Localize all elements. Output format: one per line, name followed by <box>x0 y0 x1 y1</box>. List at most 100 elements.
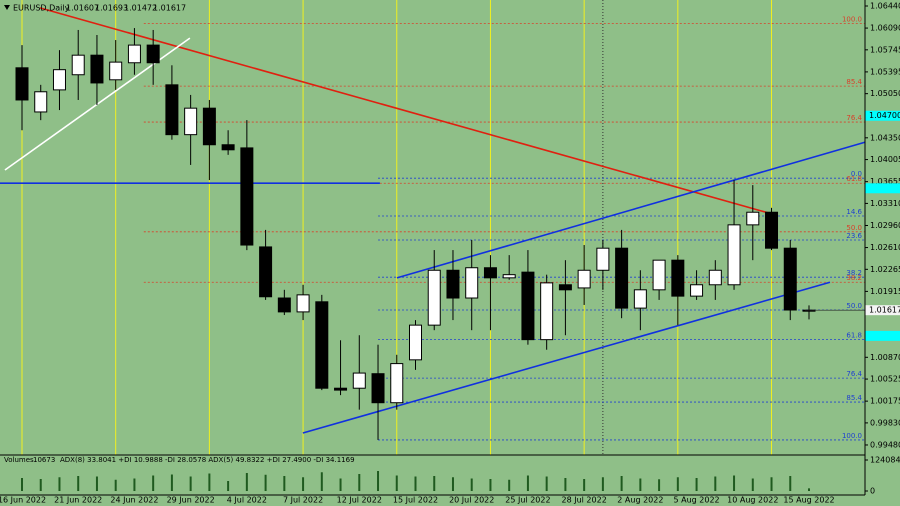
candle-body <box>296 294 310 313</box>
candle-body <box>483 267 497 279</box>
fib-label: 61.8 <box>846 332 862 340</box>
y-tick-label: 1.02960 <box>870 221 900 230</box>
fib-label: 14.6 <box>846 208 862 216</box>
candle-body <box>146 44 160 64</box>
y-tick-label: 1.05745 <box>870 45 900 54</box>
fib-label: 85.4 <box>846 394 862 402</box>
candle-body <box>615 247 629 309</box>
x-tick-label: 20 Jul 2022 <box>449 496 494 505</box>
candles <box>15 28 816 440</box>
candle-body <box>652 259 666 291</box>
x-tick-label: 25 Jul 2022 <box>505 496 550 505</box>
fib-label: 76.4 <box>846 370 862 378</box>
candle-body <box>465 267 479 299</box>
candle-body <box>15 67 29 101</box>
y-tick-label: 1.02265 <box>870 265 900 274</box>
fib-label: 76.4 <box>846 114 862 122</box>
y-tick-label: 1.04005 <box>870 155 900 164</box>
x-tick-label: 10 Aug 2022 <box>727 496 778 505</box>
header-open: 1.01607 <box>66 4 99 13</box>
candle-body <box>558 284 572 291</box>
candle-body <box>783 247 797 311</box>
candle-body <box>315 301 329 389</box>
indicator-header: Volumes 10673 ADX(8) 33.8041 +DI 10.9888… <box>4 456 355 464</box>
trendlines <box>0 7 866 434</box>
candle-body <box>127 44 141 64</box>
candle-body <box>446 269 460 299</box>
x-tick-label: 7 Jul 2022 <box>283 496 323 505</box>
price-axis: 1.06440 1.06090 1.05745 1.05395 1.05050 1.043… <box>805 1 900 449</box>
candle-body <box>109 61 123 81</box>
candle-body <box>240 147 254 246</box>
candle-body <box>90 54 104 84</box>
candle-body <box>765 211 779 249</box>
x-tick-label: 2 Aug 2022 <box>617 496 663 505</box>
price-marker-label: 1.04700 <box>869 111 900 120</box>
candle-body <box>708 269 722 286</box>
y-tick-label: 1.03655 <box>870 177 900 186</box>
fib-label: 23.6 <box>846 232 862 240</box>
candle-body <box>352 372 366 389</box>
candle-body <box>521 271 535 341</box>
candle-body <box>577 269 591 289</box>
y-tick-label: 1.00525 <box>870 375 900 384</box>
x-tick-label: 24 Jun 2022 <box>110 496 158 505</box>
fib-label: 61.8 <box>846 175 862 183</box>
candle-body <box>277 297 291 313</box>
price-marker <box>865 183 900 194</box>
trendline <box>396 141 866 279</box>
candle-body <box>259 246 273 298</box>
y-tick-label: 1.06090 <box>870 24 900 33</box>
x-tick-label: 5 Aug 2022 <box>673 496 719 505</box>
y-tick-label: 1.02610 <box>870 243 900 252</box>
x-tick-label: 4 Jul 2022 <box>227 496 267 505</box>
y-tick-label: 1.00870 <box>870 353 900 362</box>
symbol: EURUSD,Daily <box>13 4 70 13</box>
current-price-box <box>865 305 900 316</box>
trendline <box>39 7 776 216</box>
volume-last: 10673 <box>33 456 55 464</box>
candle-body <box>727 224 741 286</box>
candle-body <box>671 259 685 297</box>
header-high: 1.01693 <box>95 4 128 13</box>
header-low: 1.01472 <box>124 4 157 13</box>
candle-body <box>596 247 610 271</box>
fib-label: 100.0 <box>842 16 862 24</box>
candle-body <box>409 324 422 361</box>
fib-label: 50.0 <box>846 224 862 232</box>
x-tick-label: 21 Jun 2022 <box>54 496 102 505</box>
candle-body <box>540 282 554 341</box>
volume-tick-label: 0 <box>870 487 875 496</box>
volume-panel: 0 124084 <box>21 456 900 496</box>
candle-body <box>334 387 348 391</box>
volume-label: Volumes <box>4 456 34 464</box>
x-tick-label: 16 Jun 2022 <box>0 496 46 505</box>
fib-label: 85.4 <box>846 78 862 86</box>
fib-label: 100.0 <box>842 432 862 440</box>
candle-body <box>427 269 441 326</box>
indicator-text: ADX(8) 33.8041 +DI 10.9888 -DI 28.0578 A… <box>60 456 355 464</box>
candle-body <box>390 363 404 404</box>
fib-label: 0.0 <box>851 170 862 178</box>
candle-body <box>502 274 516 279</box>
y-tick-label: 0.99830 <box>870 418 900 427</box>
y-tick-label: 1.03310 <box>870 199 900 208</box>
header-close: 1.01617 <box>153 4 186 13</box>
candle-body <box>165 84 179 136</box>
candle-body <box>52 69 66 91</box>
trendline <box>302 281 831 434</box>
fib-label: 50.0 <box>846 302 862 310</box>
y-tick-label: 1.01915 <box>870 287 900 296</box>
volume-tick-label: 124084 <box>870 456 900 465</box>
candle-body <box>746 211 760 226</box>
x-tick-label: 28 Jul 2022 <box>562 496 607 505</box>
y-tick-label: 1.05395 <box>870 67 900 76</box>
candle-body <box>202 107 216 146</box>
x-tick-label: 12 Jul 2022 <box>337 496 382 505</box>
candle-body <box>633 289 647 309</box>
y-tick-label: 1.00175 <box>870 397 900 406</box>
current-price-label: 1.01617 <box>869 306 900 315</box>
x-tick-label: 15 Jul 2022 <box>393 496 438 505</box>
